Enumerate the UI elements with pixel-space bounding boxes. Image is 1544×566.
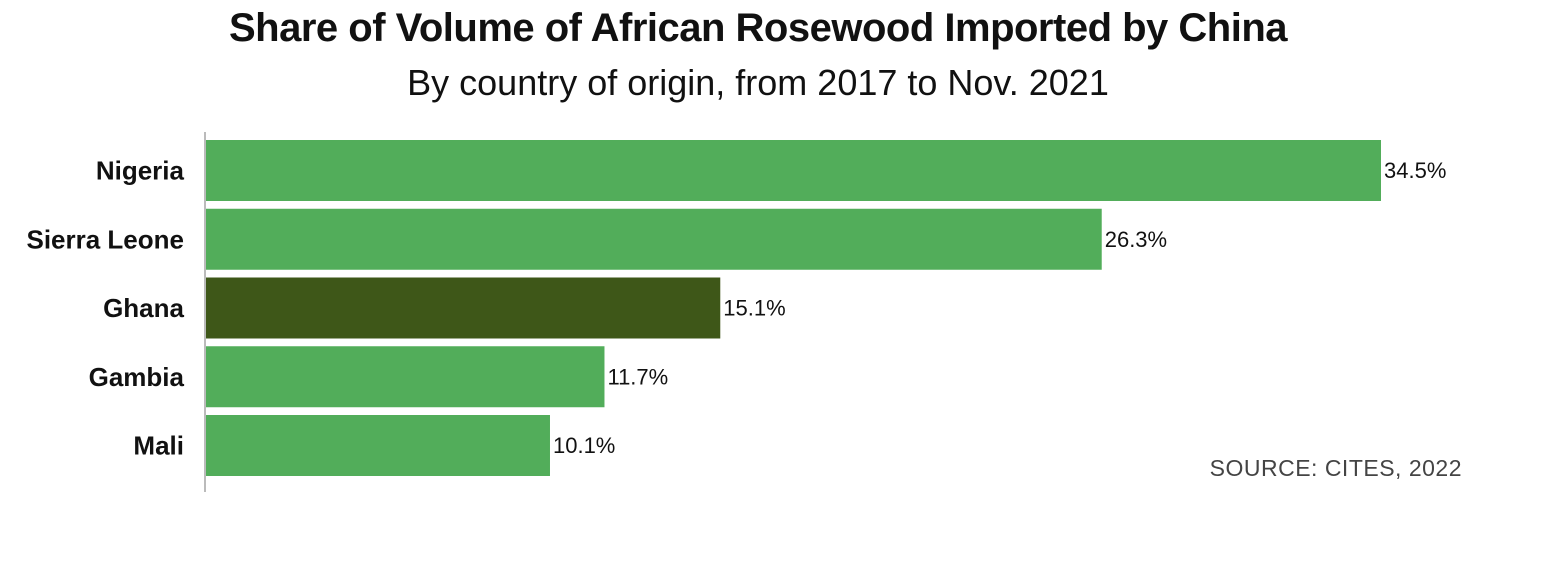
value-label-sierra-leone: 26.3% xyxy=(1105,227,1167,252)
value-label-ghana: 15.1% xyxy=(723,296,785,321)
source-note: SOURCE: CITES, 2022 xyxy=(1209,455,1462,481)
category-label-mali: Mali xyxy=(133,431,184,461)
bar-ghana xyxy=(206,277,721,339)
value-label-nigeria: 34.5% xyxy=(1384,158,1446,183)
value-label-mali: 10.1% xyxy=(553,433,615,458)
chart-title: Share of Volume of African Rosewood Impo… xyxy=(228,6,1288,50)
value-label-gambia: 11.7% xyxy=(607,364,668,389)
category-label-nigeria: Nigeria xyxy=(96,156,185,186)
bar-nigeria xyxy=(206,140,1381,201)
bar-gambia xyxy=(206,346,605,408)
category-label-gambia: Gambia xyxy=(89,362,185,392)
category-label-ghana: Ghana xyxy=(103,293,184,323)
bar-sierra-leone xyxy=(206,208,1102,270)
chart-subtitle: By country of origin, from 2017 to Nov. … xyxy=(407,62,1109,103)
category-label-sierra-leone: Sierra Leone xyxy=(26,224,184,254)
bar-mali xyxy=(206,415,550,476)
